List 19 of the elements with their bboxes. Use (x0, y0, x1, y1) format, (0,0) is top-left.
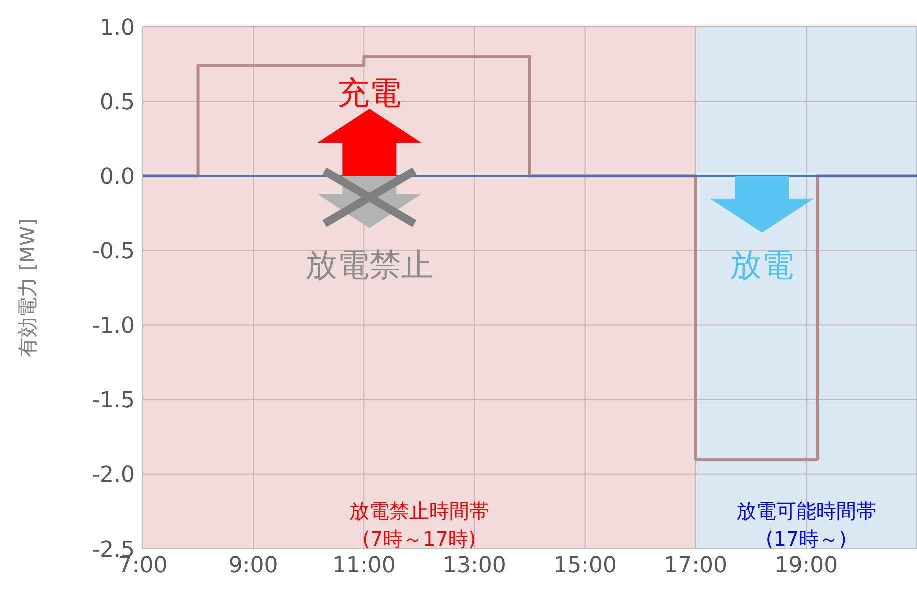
y-tick-label: -0.5 (92, 240, 135, 265)
x-tick-label: 17:00 (664, 554, 728, 579)
y-tick-label: -1.5 (92, 388, 135, 414)
x-tick-label: 19:00 (774, 554, 838, 579)
annotation: 放電 (730, 244, 794, 286)
y-tick-label: -2.0 (92, 463, 135, 488)
x-tick-label: 13:00 (443, 554, 506, 579)
band-label: 放電可能時間帯 (17時～) (736, 498, 876, 553)
annotation: 放電禁止 (306, 244, 434, 286)
y-tick-label: 1.0 (100, 16, 135, 41)
annotation: 充電 (338, 73, 402, 114)
x-tick-label: 11:00 (332, 554, 396, 579)
y-tick-label: 0.0 (100, 164, 135, 190)
x-tick-label: 9:00 (228, 554, 278, 579)
y-tick-label: -1.0 (92, 314, 135, 340)
y-tick-label: 0.5 (100, 90, 135, 116)
band-label: 放電禁止時間帯 (7時～17時) (349, 498, 490, 553)
x-tick-label: 15:00 (554, 554, 617, 579)
y-axis-title: 有効電力 [MW] (14, 218, 40, 358)
